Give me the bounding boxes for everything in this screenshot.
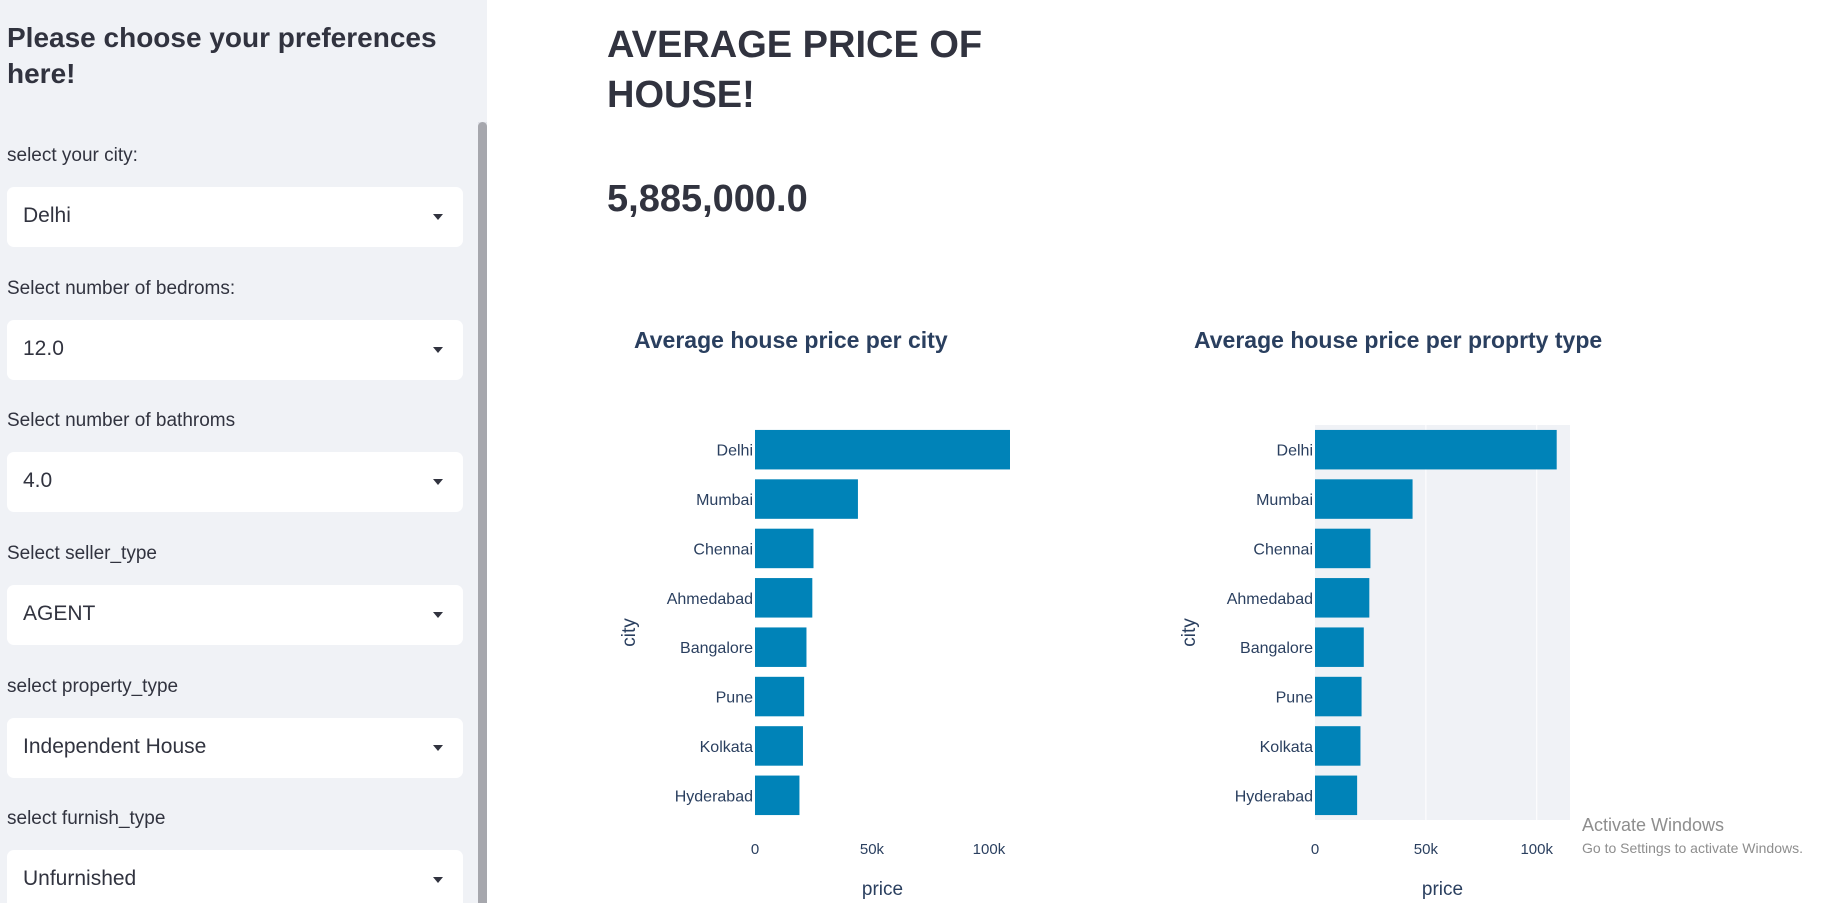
chevron-down-icon bbox=[433, 479, 443, 485]
bar-mumbai[interactable] bbox=[1315, 479, 1413, 519]
y-tick-label: Hyderabad bbox=[1235, 788, 1313, 805]
watermark-line1: Activate Windows bbox=[1582, 815, 1725, 835]
activate-windows-watermark: Activate Windows Go to Settings to activ… bbox=[1582, 815, 1803, 856]
bathrooms-label: Select number of bathroms bbox=[7, 410, 236, 431]
chevron-down-icon bbox=[433, 877, 443, 883]
bedrooms-select[interactable]: 12.0 bbox=[7, 320, 463, 380]
property-type-select[interactable]: Independent House bbox=[7, 718, 463, 778]
chart-title-city: Average house price per city bbox=[634, 327, 948, 353]
bar-chennai[interactable] bbox=[755, 528, 814, 569]
y-tick-label: Bangalore bbox=[1240, 640, 1313, 657]
bar-mumbai[interactable] bbox=[755, 479, 858, 519]
chart-title-property-type: Average house price per proprty type bbox=[1194, 327, 1603, 353]
seller-type-label: Select seller_type bbox=[7, 543, 157, 564]
chevron-down-icon bbox=[433, 745, 443, 751]
bedrooms-label: Select number of bedroms: bbox=[7, 278, 236, 299]
bedrooms-select-value: 12.0 bbox=[23, 337, 64, 360]
bar-hyderabad[interactable] bbox=[1315, 775, 1358, 816]
y-axis-label: city bbox=[619, 618, 640, 647]
x-tick-label: 50k bbox=[860, 841, 885, 858]
city-label: select your city: bbox=[7, 145, 138, 166]
furnish-type-select[interactable]: Unfurnished bbox=[7, 850, 463, 903]
bar-hyderabad[interactable] bbox=[755, 775, 800, 816]
bar-chart-city: Delhi Mumbai Chennai Ahmedabad Bangalore Pune… bbox=[619, 429, 1010, 900]
y-tick-label: Pune bbox=[716, 690, 753, 707]
x-tick-label: 50k bbox=[1414, 841, 1439, 858]
x-axis-label: price bbox=[862, 879, 903, 900]
sidebar-scrollbar-thumb[interactable] bbox=[478, 122, 487, 903]
seller-type-select-value: AGENT bbox=[23, 602, 96, 625]
city-select-value: Delhi bbox=[23, 204, 71, 227]
bathrooms-select-value: 4.0 bbox=[23, 469, 53, 492]
property-type-label: select property_type bbox=[7, 676, 179, 697]
bar-pune[interactable] bbox=[1315, 676, 1362, 717]
furnish-type-label: select furnish_type bbox=[7, 808, 166, 829]
x-tick-label: 0 bbox=[1311, 841, 1319, 858]
bar-chart-property-type: Delhi Mumbai Chennai Ahmedabad Bangalore Pune… bbox=[1179, 425, 1570, 900]
furnish-type-select-value: Unfurnished bbox=[23, 867, 137, 890]
bar-kolkata[interactable] bbox=[755, 726, 803, 766]
bar-delhi[interactable] bbox=[755, 429, 1010, 470]
y-tick-label: Mumbai bbox=[696, 492, 753, 509]
bar-bangalore[interactable] bbox=[1315, 627, 1364, 667]
y-tick-label: Delhi bbox=[1277, 443, 1313, 460]
x-tick-label: 100k bbox=[1520, 841, 1553, 858]
y-tick-label: Ahmedabad bbox=[1227, 591, 1313, 608]
x-tick-label: 100k bbox=[973, 841, 1006, 858]
y-tick-label: Kolkata bbox=[700, 739, 753, 756]
sidebar: Please choose your preferences here! sel… bbox=[0, 0, 487, 903]
city-select[interactable]: Delhi bbox=[7, 187, 463, 247]
bar-ahmedabad[interactable] bbox=[1315, 578, 1370, 618]
bar-pune[interactable] bbox=[755, 676, 805, 717]
sidebar-title: Please choose your preferences here! bbox=[7, 22, 437, 89]
x-axis-label: price bbox=[1422, 879, 1463, 900]
page-title: AVERAGE PRICE OF HOUSE! bbox=[607, 24, 983, 116]
y-tick-label: Bangalore bbox=[680, 640, 753, 657]
y-tick-label: Ahmedabad bbox=[667, 591, 753, 608]
bathrooms-select[interactable]: 4.0 bbox=[7, 452, 463, 512]
chevron-down-icon bbox=[433, 347, 443, 353]
average-price-metric: 5,885,000.0 bbox=[607, 178, 808, 220]
chevron-down-icon bbox=[433, 612, 443, 618]
y-tick-label: Hyderabad bbox=[675, 788, 753, 805]
x-tick-label: 0 bbox=[751, 841, 759, 858]
y-tick-label: Delhi bbox=[717, 443, 753, 460]
bar-kolkata[interactable] bbox=[1315, 726, 1361, 766]
bar-chennai[interactable] bbox=[1315, 528, 1371, 569]
property-type-select-value: Independent House bbox=[23, 735, 207, 758]
y-tick-label: Mumbai bbox=[1256, 492, 1313, 509]
chevron-down-icon bbox=[433, 214, 443, 220]
y-tick-label: Pune bbox=[1276, 690, 1313, 707]
y-tick-label: Chennai bbox=[1253, 541, 1313, 558]
watermark-line2: Go to Settings to activate Windows. bbox=[1582, 840, 1803, 856]
y-tick-label: Kolkata bbox=[1260, 739, 1313, 756]
y-axis-label: city bbox=[1179, 618, 1200, 647]
y-tick-label: Chennai bbox=[693, 541, 753, 558]
bar-bangalore[interactable] bbox=[755, 627, 807, 667]
seller-type-select[interactable]: AGENT bbox=[7, 585, 463, 645]
bar-delhi[interactable] bbox=[1315, 429, 1557, 470]
bar-ahmedabad[interactable] bbox=[755, 578, 813, 618]
